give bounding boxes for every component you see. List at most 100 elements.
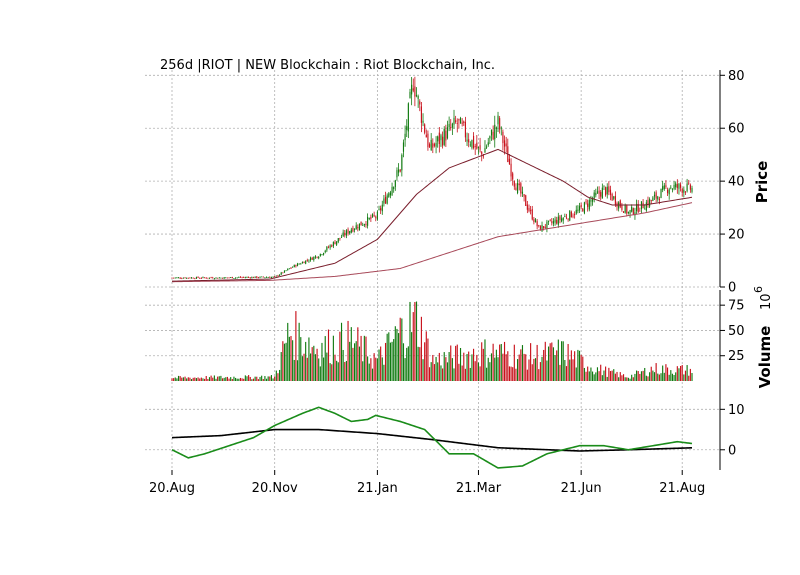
candle-body bbox=[184, 277, 186, 279]
candle-body bbox=[660, 188, 662, 199]
candle-body bbox=[199, 278, 201, 279]
price-tick-label: 40 bbox=[728, 175, 745, 190]
volume-bar bbox=[424, 342, 426, 381]
volume-bar bbox=[644, 367, 646, 381]
volume-bar bbox=[327, 329, 330, 381]
candle-body bbox=[632, 208, 634, 215]
candle-body bbox=[559, 216, 561, 220]
candle-body bbox=[657, 196, 659, 200]
price-tick-label: 80 bbox=[728, 69, 745, 84]
candle-body bbox=[691, 187, 693, 192]
volume-bar bbox=[339, 331, 341, 381]
x-tick-label: 21.Jun bbox=[561, 481, 602, 496]
volume-bar bbox=[616, 371, 618, 381]
candle-body bbox=[588, 200, 590, 210]
candle-body bbox=[363, 224, 365, 226]
volume-bar bbox=[264, 376, 266, 381]
volume-bar bbox=[261, 375, 263, 381]
volume-bar bbox=[655, 363, 657, 381]
candle-body bbox=[316, 256, 318, 258]
candle-body bbox=[662, 186, 664, 190]
volume-bar bbox=[360, 335, 362, 381]
volume-bar bbox=[303, 353, 305, 381]
volume-tick-label: 75 bbox=[728, 299, 745, 314]
candle-body bbox=[218, 277, 220, 279]
ma-fast-line bbox=[171, 148, 693, 282]
candle-body bbox=[332, 241, 334, 247]
volume-bar bbox=[277, 373, 279, 381]
volume-bar bbox=[415, 301, 418, 381]
volume-bar bbox=[640, 371, 643, 381]
candle-body bbox=[500, 127, 502, 129]
candle-body bbox=[275, 275, 277, 277]
volume-bar bbox=[189, 377, 191, 381]
volume-bar bbox=[512, 367, 514, 381]
volume-bar bbox=[668, 374, 670, 381]
volume-bar bbox=[285, 342, 287, 381]
volume-bar bbox=[601, 375, 603, 381]
price-panel: 0 20 40 60 80 bbox=[145, 69, 745, 470]
volume-bar bbox=[559, 364, 561, 381]
volume-bar bbox=[212, 377, 214, 381]
volume-bar bbox=[368, 363, 370, 381]
candle-body bbox=[675, 183, 677, 188]
candle-body bbox=[283, 270, 286, 273]
volume-bar bbox=[608, 367, 610, 381]
volume-bar bbox=[528, 359, 530, 381]
volume-bar bbox=[681, 365, 683, 381]
volume-bar bbox=[176, 378, 178, 381]
candle-body bbox=[508, 158, 510, 165]
volume-bar bbox=[197, 377, 199, 381]
volume-bar bbox=[657, 373, 659, 381]
price-tick-label: 60 bbox=[728, 122, 745, 137]
candle-body bbox=[292, 266, 294, 268]
volume-bar bbox=[331, 364, 333, 381]
volume-bar bbox=[598, 371, 600, 381]
candle-body bbox=[347, 229, 349, 234]
candle-body bbox=[577, 209, 579, 212]
candle-body bbox=[686, 183, 688, 192]
candle-body bbox=[658, 199, 660, 200]
candle-body bbox=[391, 186, 393, 195]
candle-body bbox=[531, 209, 533, 220]
candle-body bbox=[313, 256, 315, 260]
candle-body bbox=[181, 278, 183, 280]
volume-bar bbox=[626, 377, 628, 381]
volume-bar bbox=[443, 352, 445, 381]
candle-body bbox=[505, 143, 507, 147]
volume-bar bbox=[215, 378, 217, 381]
candle-body bbox=[358, 223, 361, 231]
candle-body bbox=[204, 277, 206, 279]
candle-body bbox=[221, 277, 224, 279]
volume-bar bbox=[371, 368, 374, 381]
volume-bar bbox=[428, 367, 431, 381]
candle-body bbox=[541, 225, 543, 232]
x-tick-label: 21.Aug bbox=[659, 481, 705, 496]
candle-body bbox=[474, 146, 476, 147]
candle-body bbox=[355, 225, 357, 230]
candle-body bbox=[453, 117, 455, 125]
candle-body bbox=[288, 268, 290, 270]
volume-bar bbox=[642, 370, 644, 381]
candle-body bbox=[235, 277, 237, 279]
candle-body bbox=[352, 227, 354, 232]
volume-bar bbox=[411, 332, 413, 381]
candle-body bbox=[409, 91, 411, 98]
volume-bar bbox=[280, 352, 282, 381]
candle-body bbox=[490, 129, 493, 136]
candle-body bbox=[614, 195, 616, 205]
volume-bar bbox=[388, 332, 390, 381]
volume-bar bbox=[688, 375, 690, 381]
candle-body bbox=[626, 205, 628, 214]
candle-body bbox=[192, 277, 194, 279]
candle-body bbox=[671, 188, 674, 190]
volume-bar bbox=[453, 368, 455, 381]
volume-bar bbox=[337, 362, 339, 381]
volume-bar bbox=[683, 374, 685, 381]
volume-bar bbox=[314, 354, 317, 381]
candle-body bbox=[624, 205, 626, 213]
candle-body bbox=[430, 139, 432, 151]
volume-bar bbox=[190, 379, 193, 381]
volume-bar bbox=[448, 352, 450, 381]
volume-bar bbox=[596, 367, 599, 381]
